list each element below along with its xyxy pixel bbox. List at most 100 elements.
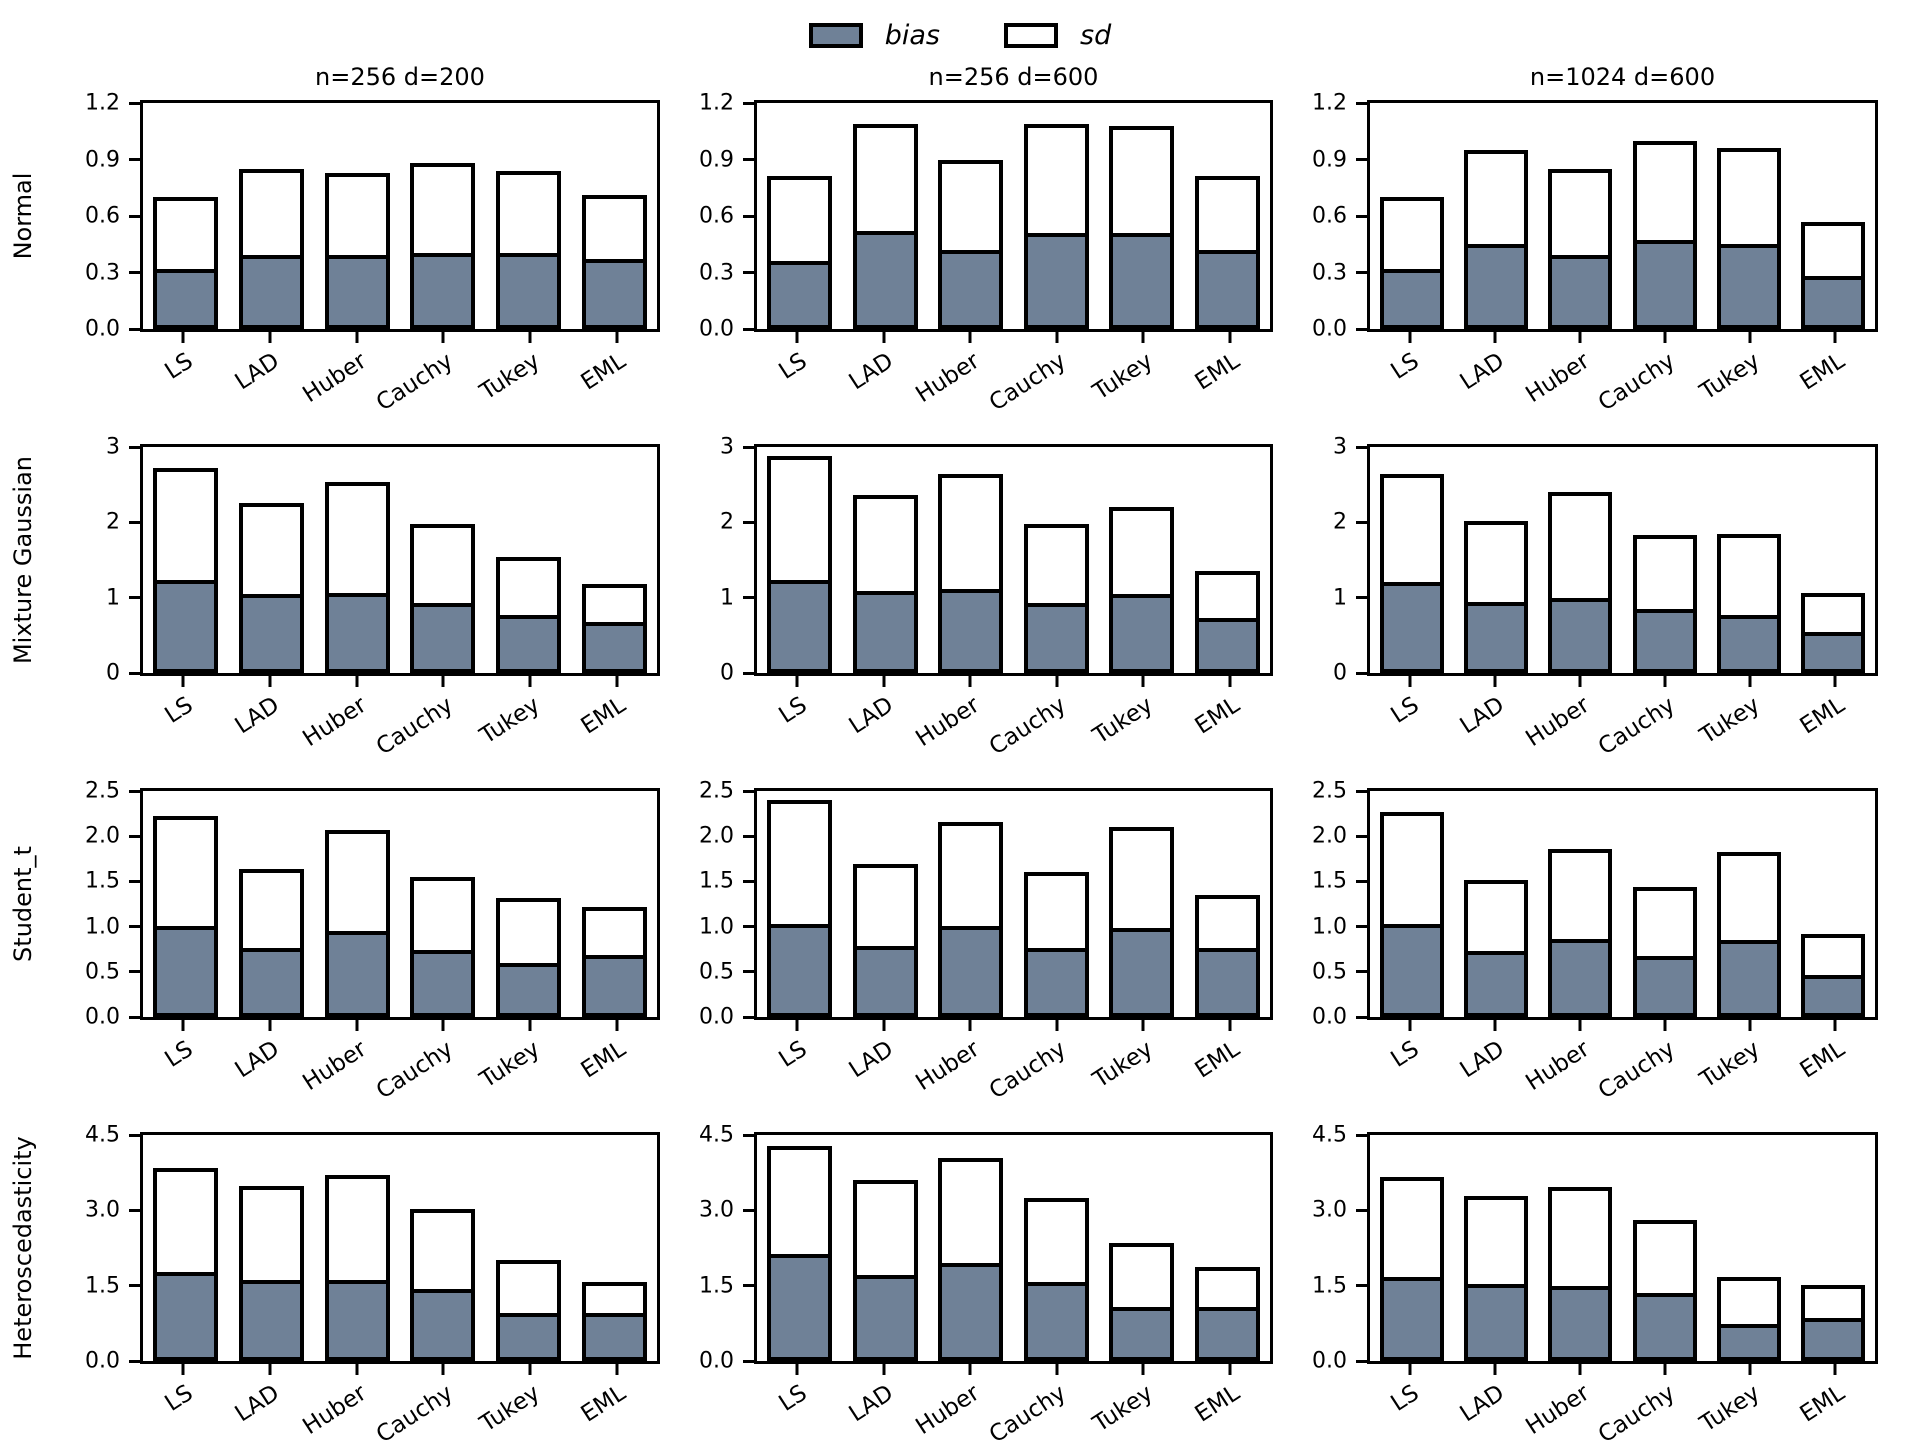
y-tick-label: 1.0 — [85, 914, 120, 940]
y-tick-label: 0.0 — [1312, 1004, 1347, 1030]
x-axis: LS LAD Huber Cauchy Tukey EML — [140, 1020, 660, 1104]
bar-lad-sd-segment — [852, 864, 918, 951]
x-tick-mark — [181, 676, 185, 687]
x-tick-label: LS — [774, 1036, 812, 1073]
x-tick-label: EML — [577, 1036, 631, 1084]
x-tick-label: EML — [1190, 1380, 1244, 1428]
y-tick-mark — [1356, 1208, 1368, 1212]
y-tick-mark — [1356, 925, 1368, 929]
bar-ls-bias-segment — [153, 272, 219, 329]
bar-eml-sd-segment — [1800, 221, 1865, 281]
x-tick-label: Huber — [297, 692, 371, 752]
bar-tukey-sd-segment — [1716, 533, 1781, 619]
plot-area-heteroscedasticity-n-256-d-200 — [140, 1132, 660, 1364]
bar-huber-sd-segment — [938, 474, 1004, 594]
bar-tukey-sd-segment — [495, 1259, 562, 1317]
y-tick-mark — [129, 327, 141, 331]
bar-ls-sd-segment — [1380, 811, 1445, 929]
y-axis: 0 1 2 3 — [1273, 435, 1368, 686]
bar-huber-bias-segment — [1548, 942, 1613, 1017]
x-tick-mark — [615, 1020, 619, 1031]
bar-tukey-bias-segment — [1716, 1328, 1781, 1361]
bar-eml-bias-segment — [581, 959, 647, 1017]
x-tick-mark — [441, 1020, 445, 1031]
y-tick-label: 3 — [720, 434, 734, 460]
row-label-box: Mixture Gaussian — [0, 402, 46, 746]
bar-lad-bias-segment — [852, 234, 918, 329]
y-tick-label: 2.5 — [85, 778, 120, 804]
chart-grid: Normal 0.0 0.3 0.6 0.9 1.2 n=256 d=200 LS LAD Hub… — [0, 58, 1920, 1440]
x-tick-label: Huber — [911, 1036, 985, 1096]
x-tick-label: LS — [1386, 692, 1424, 729]
y-tick-label: 1.5 — [1312, 1273, 1347, 1299]
y-tick-label: 3.0 — [1312, 1197, 1347, 1223]
x-tick-mark — [968, 332, 972, 343]
row-label: Normal — [9, 172, 37, 260]
y-tick-mark — [1356, 1359, 1368, 1363]
subplot-student-t-n-256-d-200: Student_t 0.0 0.5 1.0 1.5 2.0 2.5 LS LAD Huber Cau… — [0, 746, 660, 1104]
y-tick-mark — [1356, 596, 1368, 600]
y-tick-label: 3.0 — [699, 1197, 734, 1223]
bar-lad-sd-segment — [1464, 1196, 1529, 1289]
y-tick-mark — [129, 445, 141, 449]
x-tick-mark — [1408, 332, 1412, 343]
bar-tukey-sd-segment — [1109, 125, 1175, 237]
bar-lad-bias-segment — [1464, 954, 1529, 1017]
x-tick-mark — [1493, 332, 1497, 343]
plot-area-mixture-gaussian-n-256-d-600 — [754, 444, 1273, 676]
y-tick-label: 2.0 — [85, 823, 120, 849]
x-tick-label: LAD — [230, 348, 285, 396]
x-tick-label: Huber — [297, 1036, 371, 1096]
y-tick-label: 0.3 — [1312, 260, 1347, 285]
y-tick-mark — [743, 214, 755, 218]
row-label: Student_t — [9, 846, 37, 962]
x-tick-label: Huber — [1521, 692, 1595, 752]
x-tick-mark — [1408, 676, 1412, 687]
bar-eml-sd-segment — [1800, 1285, 1865, 1322]
plot-column: LS LAD Huber Cauchy Tukey EML — [1367, 1090, 1878, 1440]
subplot-heteroscedasticity-n-1024-d-600: 0.0 1.5 3.0 4.5 LS LAD Huber Cauchy Tukey EML — [1273, 1090, 1920, 1440]
x-axis: LS LAD Huber Cauchy Tukey EML — [1367, 332, 1878, 416]
x-tick-mark — [1141, 676, 1145, 687]
x-tick-label: Huber — [1521, 1036, 1595, 1096]
plot-column: n=1024 d=600 LS LAD Huber Cauchy Tukey EML — [1367, 58, 1878, 416]
y-tick-label: 4.5 — [85, 1122, 120, 1148]
x-tick-mark — [615, 1364, 619, 1375]
bar-huber-bias-segment — [324, 596, 390, 673]
plot-area-normal-n-1024-d-600 — [1367, 100, 1878, 332]
bar-ls-bias-segment — [153, 584, 219, 673]
y-axis: 0 1 2 3 — [660, 435, 755, 686]
y-tick-label: 1 — [1333, 585, 1347, 611]
bar-lad-sd-segment — [852, 495, 918, 595]
x-tick-label: Huber — [911, 1380, 985, 1440]
bar-huber-sd-segment — [1548, 168, 1613, 260]
y-tick-label: 3.0 — [85, 1197, 120, 1223]
bar-ls-bias-segment — [1380, 928, 1445, 1017]
x-tick-label: LS — [1386, 1380, 1424, 1417]
bar-ls-bias-segment — [1380, 1280, 1445, 1361]
bar-lad-sd-segment — [238, 168, 305, 260]
plot-column: LS LAD Huber Cauchy Tukey EML — [754, 402, 1273, 760]
y-tick-mark — [129, 1133, 141, 1137]
x-tick-label: Huber — [1521, 1380, 1595, 1440]
row-label: Heteroscedasticity — [9, 1136, 37, 1360]
subplot-title — [1367, 746, 1878, 788]
x-tick-label: Tukey — [1695, 1036, 1765, 1094]
y-tick-mark — [1356, 271, 1368, 274]
plot-area-mixture-gaussian-n-256-d-200 — [140, 444, 660, 676]
y-tick-label: 4.5 — [699, 1122, 734, 1148]
x-tick-mark — [441, 332, 445, 343]
bar-eml-sd-segment — [581, 1282, 647, 1317]
bar-tukey-sd-segment — [495, 557, 562, 619]
y-tick-mark — [129, 101, 141, 105]
y-tick-mark — [129, 925, 141, 929]
legend: bias sd — [0, 0, 1920, 58]
x-tick-label: LAD — [230, 692, 285, 740]
bar-eml-sd-segment — [581, 584, 647, 627]
plot-column: LS LAD Huber Cauchy Tukey EML — [140, 402, 660, 760]
bar-ls-bias-segment — [767, 927, 833, 1017]
y-axis: 0.0 1.5 3.0 4.5 — [1273, 1123, 1368, 1374]
bar-eml-bias-segment — [1194, 621, 1260, 673]
bar-lad-sd-segment — [1464, 520, 1529, 606]
x-axis: LS LAD Huber Cauchy Tukey EML — [140, 332, 660, 416]
